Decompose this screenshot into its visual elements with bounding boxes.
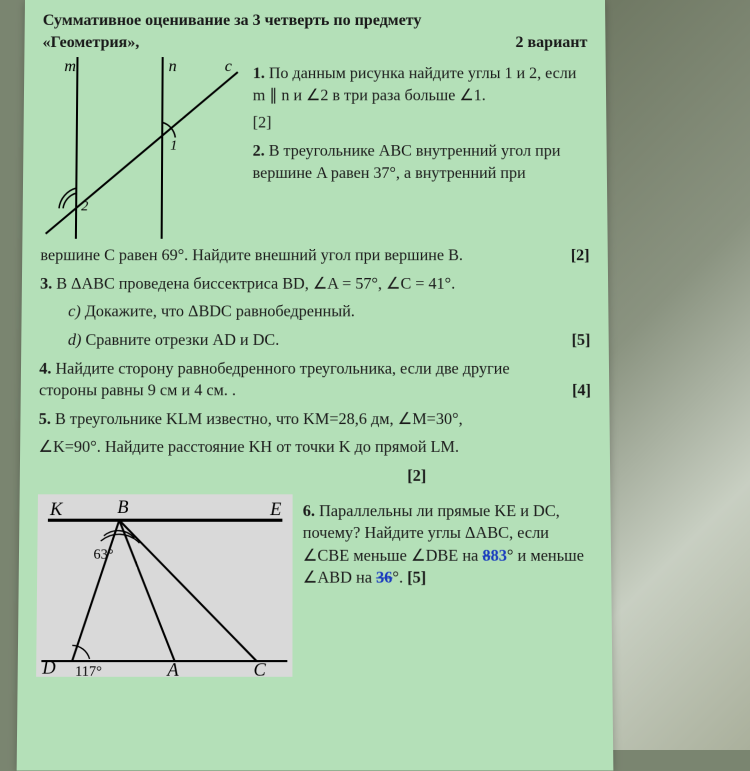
q3-number: 3. xyxy=(40,275,52,292)
q4-number: 4. xyxy=(39,360,51,377)
q6-text-d: °. xyxy=(392,569,403,587)
title-block: Суммативное оценивание за 3 четверть по … xyxy=(42,10,587,53)
svg-text:D: D xyxy=(41,656,56,676)
q1-text-b: ∠2 в три раза больше ∠1. xyxy=(306,87,486,104)
fig1-label-m: m xyxy=(64,58,76,75)
q3-c-text: Докажите, что ΔBDC равнобедренный. xyxy=(85,303,355,320)
figure-2: K B E D A C 63° 117° xyxy=(36,494,292,676)
q2-number: 2. xyxy=(253,143,265,160)
q6-hand-value-1: 8 xyxy=(482,547,490,565)
q3-d-label: d) xyxy=(68,332,82,349)
q5-number: 5. xyxy=(39,410,51,428)
svg-text:B: B xyxy=(117,496,128,517)
q6-value-2: 36 xyxy=(376,569,392,587)
q1-number: 1. xyxy=(253,65,265,82)
svg-text:A: A xyxy=(166,658,179,676)
svg-text:C: C xyxy=(253,658,266,676)
fig1-angle-2: 2 xyxy=(81,199,88,214)
q6-value-1: 83 xyxy=(491,547,507,565)
q1-points: [2] xyxy=(253,113,589,135)
fig1-label-c: c xyxy=(225,58,232,75)
figure2-row: K B E D A C 63° 117° 6. Параллельны ли п… xyxy=(36,494,594,676)
title-subject: «Геометрия», xyxy=(42,32,139,54)
title-line1: Суммативное оценивание за 3 четверть по … xyxy=(43,10,588,32)
q5-text-b: ∠K=90°. Найдите расстояние KH от точки K… xyxy=(38,439,459,457)
svg-text:K: K xyxy=(49,498,63,519)
figure1-row: m n c 1 2 1. По данным рисунка найдите у… xyxy=(41,57,590,239)
q5-points: [2] xyxy=(242,465,592,487)
q1-q2-text: 1. По данным рисунка найдите углы 1 и 2,… xyxy=(252,57,589,239)
desk-background xyxy=(605,0,750,750)
q6-points: [5] xyxy=(407,569,426,587)
q3-points: [5] xyxy=(571,330,590,352)
q3-text: В ΔABC проведена биссектриса BD, ∠A = 57… xyxy=(56,275,455,292)
worksheet-paper: Суммативное оценивание за 3 четверть по … xyxy=(17,0,614,771)
q2-points: [2] xyxy=(571,245,590,267)
q3-d-text: Сравните отрезки AD и DC. xyxy=(85,332,279,349)
q2-text-a: В треугольнике ABC внутренний угол при в… xyxy=(253,143,561,182)
q2-text-b: вершине C равен 69°. Найдите внешний уго… xyxy=(40,245,463,267)
q4-points: [4] xyxy=(572,380,591,402)
svg-text:117°: 117° xyxy=(75,664,102,677)
figure-1: m n c 1 2 xyxy=(41,57,243,239)
svg-text:63°: 63° xyxy=(93,547,113,563)
title-variant: 2 вариант xyxy=(515,32,587,54)
fig1-label-n: n xyxy=(169,58,177,75)
svg-text:E: E xyxy=(269,498,281,519)
q6-number: 6. xyxy=(303,502,315,520)
q5-text-a: В треугольнике KLM известно, что KM=28,6… xyxy=(55,410,463,428)
q6-text-b: меньше ∠DBE на xyxy=(353,547,482,565)
q3-c-label: c) xyxy=(68,303,81,320)
q6-text-block: 6. Параллельны ли прямые KE и DC, почему… xyxy=(303,494,594,676)
q4-text: Найдите сторону равнобедренного треуголь… xyxy=(39,360,510,400)
fig1-angle-1: 1 xyxy=(170,139,177,154)
